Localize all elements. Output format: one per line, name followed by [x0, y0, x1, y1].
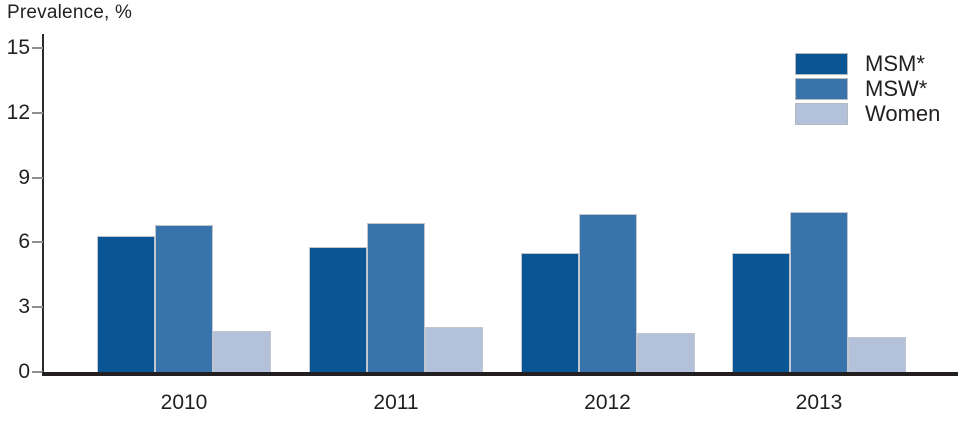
bar-women-2012 [636, 333, 695, 372]
y-axis-title: Prevalence, % [7, 2, 133, 23]
y-tick-label-9: 9 [18, 165, 30, 189]
y-tick-label-3: 3 [18, 295, 30, 319]
legend-swatch-msm [795, 53, 848, 75]
legend-label-msm: MSM* [865, 51, 925, 76]
bar-msw-2013 [790, 212, 848, 372]
y-tick-mark-12 [32, 111, 43, 114]
bar-msm-2012 [520, 253, 579, 372]
x-tick-label-2010: 2010 [160, 391, 208, 414]
legend-label-women: Women [865, 101, 941, 126]
bar-women-2013 [848, 337, 906, 372]
legend-swatch-women [795, 103, 848, 125]
y-tick-label-0: 0 [18, 360, 30, 383]
y-tick-mark-15 [32, 47, 43, 49]
legend-item-msw: MSW* [795, 78, 940, 100]
y-tick-label-15: 15 [6, 36, 30, 59]
y-axis-line [42, 34, 44, 376]
legend-item-msm: MSM* [795, 53, 940, 75]
y-tick-label-12: 12 [6, 100, 30, 124]
legend-label-msw: MSW* [865, 76, 928, 101]
y-tick-label-6: 6 [18, 230, 30, 254]
legend-item-women: Women [795, 103, 940, 125]
bar-msm-2013 [732, 253, 790, 372]
legend-swatch-msw [795, 78, 848, 100]
bar-msw-2012 [578, 214, 637, 372]
x-axis-line [42, 372, 958, 376]
bar-women-2010 [213, 331, 271, 372]
legend: MSM* MSW* Women [795, 53, 940, 125]
y-tick-mark-3 [32, 306, 43, 309]
bar-msw-2010 [155, 225, 213, 372]
bar-msm-2011 [309, 247, 367, 372]
x-tick-label-2011: 2011 [373, 391, 419, 414]
x-tick-label-2012: 2012 [584, 391, 631, 414]
y-tick-mark-0 [32, 371, 43, 373]
bar-msw-2011 [367, 223, 425, 372]
bar-msm-2010 [97, 236, 155, 372]
y-tick-mark-9 [32, 176, 43, 179]
bar-women-2011 [425, 327, 483, 372]
x-tick-label-2013: 2013 [795, 391, 843, 414]
y-tick-mark-6 [32, 241, 43, 244]
